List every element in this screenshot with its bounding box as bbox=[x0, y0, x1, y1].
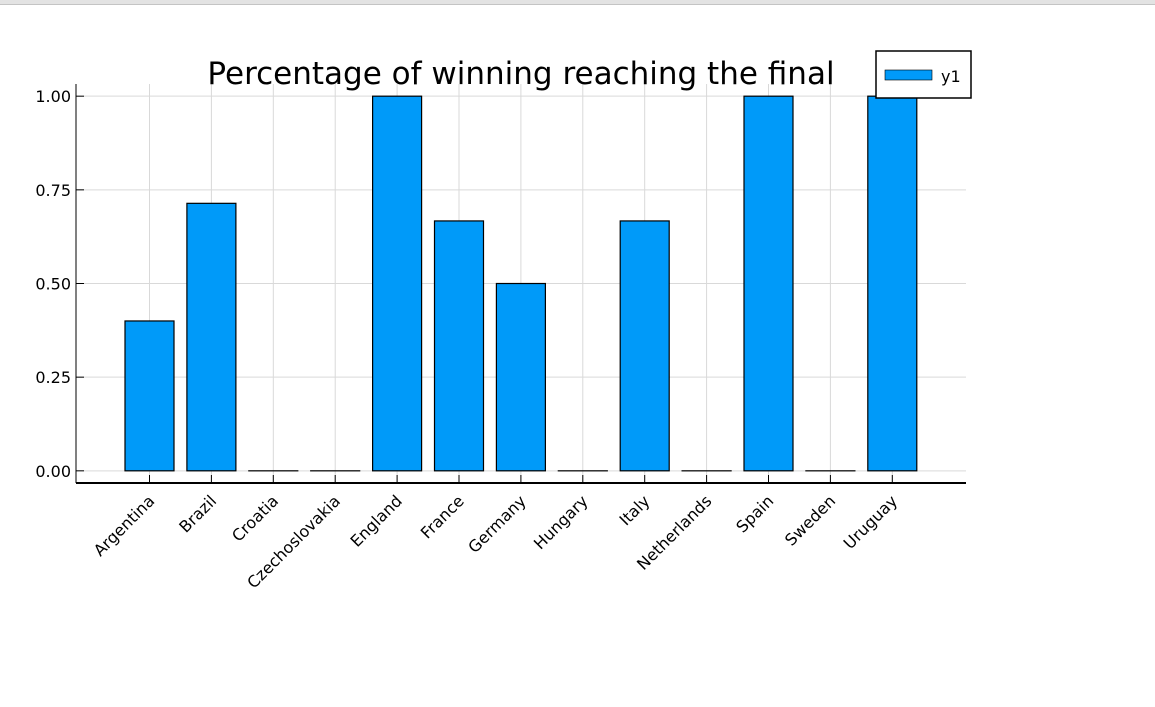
x-tick-label-france: France bbox=[417, 491, 468, 542]
y-tick-label: 0.50 bbox=[35, 275, 71, 294]
bar-germany bbox=[495, 282, 546, 472]
x-tick-label-croatia: Croatia bbox=[228, 491, 282, 545]
bar-england bbox=[372, 95, 423, 472]
bar-france bbox=[433, 220, 485, 472]
legend-swatch bbox=[884, 69, 933, 81]
bar-italy bbox=[619, 220, 670, 472]
x-tick-label-spain: Spain bbox=[732, 491, 777, 536]
x-tick-label-brazil: Brazil bbox=[175, 491, 220, 536]
x-tick-label-italy: Italy bbox=[616, 491, 654, 529]
legend: y1 bbox=[875, 50, 972, 99]
bar-brazil bbox=[186, 202, 237, 472]
y-tick-labels: 0.00 0.25 0.50 0.75 1.00 bbox=[35, 87, 71, 481]
window-top-rule bbox=[0, 0, 1155, 5]
bar-spain bbox=[743, 95, 794, 472]
axes bbox=[75, 84, 966, 484]
x-tick-label-hungary: Hungary bbox=[530, 491, 592, 553]
chart-title: Percentage of winning reaching the final bbox=[207, 56, 834, 92]
y-tick-label: 1.00 bbox=[35, 87, 71, 106]
bars bbox=[124, 95, 918, 472]
y-tick-label: 0.25 bbox=[35, 368, 71, 387]
bar-argentina bbox=[124, 320, 175, 472]
y-tick-label: 0.00 bbox=[35, 462, 71, 481]
legend-label: y1 bbox=[941, 67, 961, 86]
x-tick-label-england: England bbox=[347, 491, 406, 550]
x-tick-label-germany: Germany bbox=[464, 491, 529, 556]
bar-uruguay bbox=[867, 95, 918, 472]
x-tick-label-uruguay: Uruguay bbox=[840, 491, 902, 553]
y-tick-label: 0.75 bbox=[35, 181, 71, 200]
x-tick-label-sweden: Sweden bbox=[781, 491, 839, 549]
x-tick-label-argentina: Argentina bbox=[90, 491, 159, 560]
